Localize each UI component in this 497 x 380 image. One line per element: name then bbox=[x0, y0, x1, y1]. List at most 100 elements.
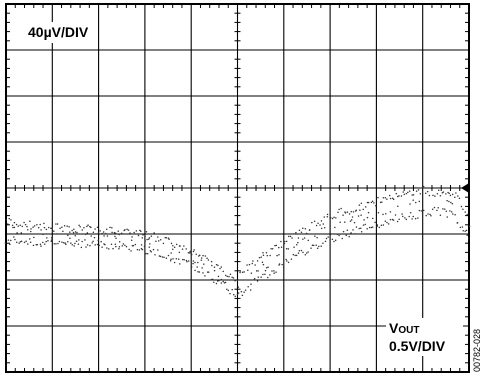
trace-point bbox=[37, 226, 40, 229]
trace-point bbox=[409, 211, 412, 214]
trace-point bbox=[213, 281, 215, 283]
trace-point bbox=[126, 228, 128, 230]
trace-point bbox=[39, 243, 42, 245]
trace-point bbox=[355, 226, 358, 228]
trace-point bbox=[432, 194, 434, 197]
trace-point bbox=[42, 241, 44, 244]
trace-point bbox=[170, 258, 172, 260]
trace-point bbox=[29, 220, 31, 223]
trace-point bbox=[380, 224, 383, 226]
trace-point bbox=[366, 216, 369, 219]
trace-point bbox=[161, 256, 164, 258]
trace-point bbox=[23, 221, 25, 224]
trace-point bbox=[417, 217, 419, 219]
trace-point bbox=[403, 193, 406, 196]
trace-point bbox=[424, 192, 427, 195]
trace-point bbox=[382, 224, 385, 226]
trace-point bbox=[132, 244, 135, 247]
trace-point bbox=[12, 226, 14, 229]
trace-point bbox=[404, 217, 406, 219]
trace-point bbox=[198, 271, 201, 273]
trace-point bbox=[62, 230, 64, 233]
trace-point bbox=[234, 295, 237, 297]
trace-point bbox=[381, 201, 383, 203]
trace-point bbox=[256, 280, 259, 282]
trace-point bbox=[207, 259, 210, 261]
trace-point bbox=[197, 270, 199, 273]
trace-point bbox=[159, 255, 162, 258]
trace-point bbox=[19, 224, 21, 226]
trace-point bbox=[266, 254, 269, 257]
trace-point bbox=[77, 243, 80, 245]
trace-point bbox=[75, 240, 78, 243]
trace-point bbox=[198, 254, 201, 256]
trace-point bbox=[323, 226, 326, 229]
trace-point bbox=[315, 244, 317, 246]
trace-point bbox=[451, 193, 454, 196]
trace-point bbox=[61, 241, 63, 243]
trace-point bbox=[53, 230, 55, 232]
trace-point bbox=[364, 206, 367, 208]
trace-point bbox=[220, 266, 223, 268]
trace-point bbox=[164, 236, 167, 239]
trace-point bbox=[292, 233, 295, 235]
trace-point bbox=[84, 233, 87, 236]
trace-point bbox=[182, 258, 184, 261]
trace-point bbox=[267, 276, 269, 279]
trace-point bbox=[278, 246, 280, 249]
trace-point bbox=[79, 226, 81, 228]
trace-point bbox=[370, 226, 373, 229]
trace-point bbox=[429, 213, 431, 216]
trace-point bbox=[94, 228, 96, 230]
trace-point bbox=[81, 229, 83, 231]
trace-point bbox=[318, 245, 320, 248]
trace-point bbox=[33, 225, 36, 227]
trace-point bbox=[30, 228, 32, 230]
trace-point bbox=[27, 228, 29, 231]
trace-point bbox=[61, 226, 63, 229]
trace-point bbox=[400, 195, 403, 197]
trace-point bbox=[292, 253, 295, 256]
trace-point bbox=[203, 263, 205, 265]
trace-point bbox=[213, 266, 216, 268]
trace-point bbox=[252, 260, 254, 262]
trace-point bbox=[45, 228, 48, 231]
vout-label-subscript: OUT bbox=[398, 325, 420, 336]
trace-point bbox=[124, 244, 126, 247]
trace-point bbox=[283, 242, 286, 245]
trace-point bbox=[231, 288, 233, 291]
trace-point bbox=[450, 201, 452, 204]
trace-point bbox=[64, 242, 66, 244]
trace-point bbox=[40, 229, 42, 231]
trace-point bbox=[373, 202, 375, 204]
trace-point bbox=[360, 214, 362, 216]
trace-point bbox=[97, 232, 100, 234]
trace-point bbox=[7, 223, 9, 225]
trace-point bbox=[351, 216, 354, 218]
figure-id: 00782-028 bbox=[472, 328, 482, 372]
trace-point bbox=[344, 221, 346, 223]
trace-point bbox=[85, 246, 87, 248]
trace-point bbox=[241, 271, 244, 273]
trace-point bbox=[247, 269, 249, 271]
trace-point bbox=[250, 283, 252, 285]
trace-point bbox=[8, 217, 10, 220]
trace-point bbox=[144, 235, 146, 237]
trace-point bbox=[284, 240, 286, 243]
trace-point bbox=[113, 231, 116, 234]
trace-point bbox=[29, 241, 32, 244]
trace-point bbox=[55, 223, 57, 225]
trace-point bbox=[320, 220, 323, 222]
trace-point bbox=[385, 212, 387, 215]
trace-point bbox=[232, 277, 235, 279]
trace-point bbox=[447, 191, 449, 194]
trace-point bbox=[314, 235, 316, 237]
trace-point bbox=[53, 242, 55, 245]
trace-point bbox=[56, 223, 59, 225]
trace-point bbox=[434, 195, 436, 197]
trace-point bbox=[115, 245, 117, 248]
trace-point bbox=[140, 230, 142, 232]
trace-point bbox=[121, 245, 124, 247]
trace-point bbox=[20, 232, 23, 234]
